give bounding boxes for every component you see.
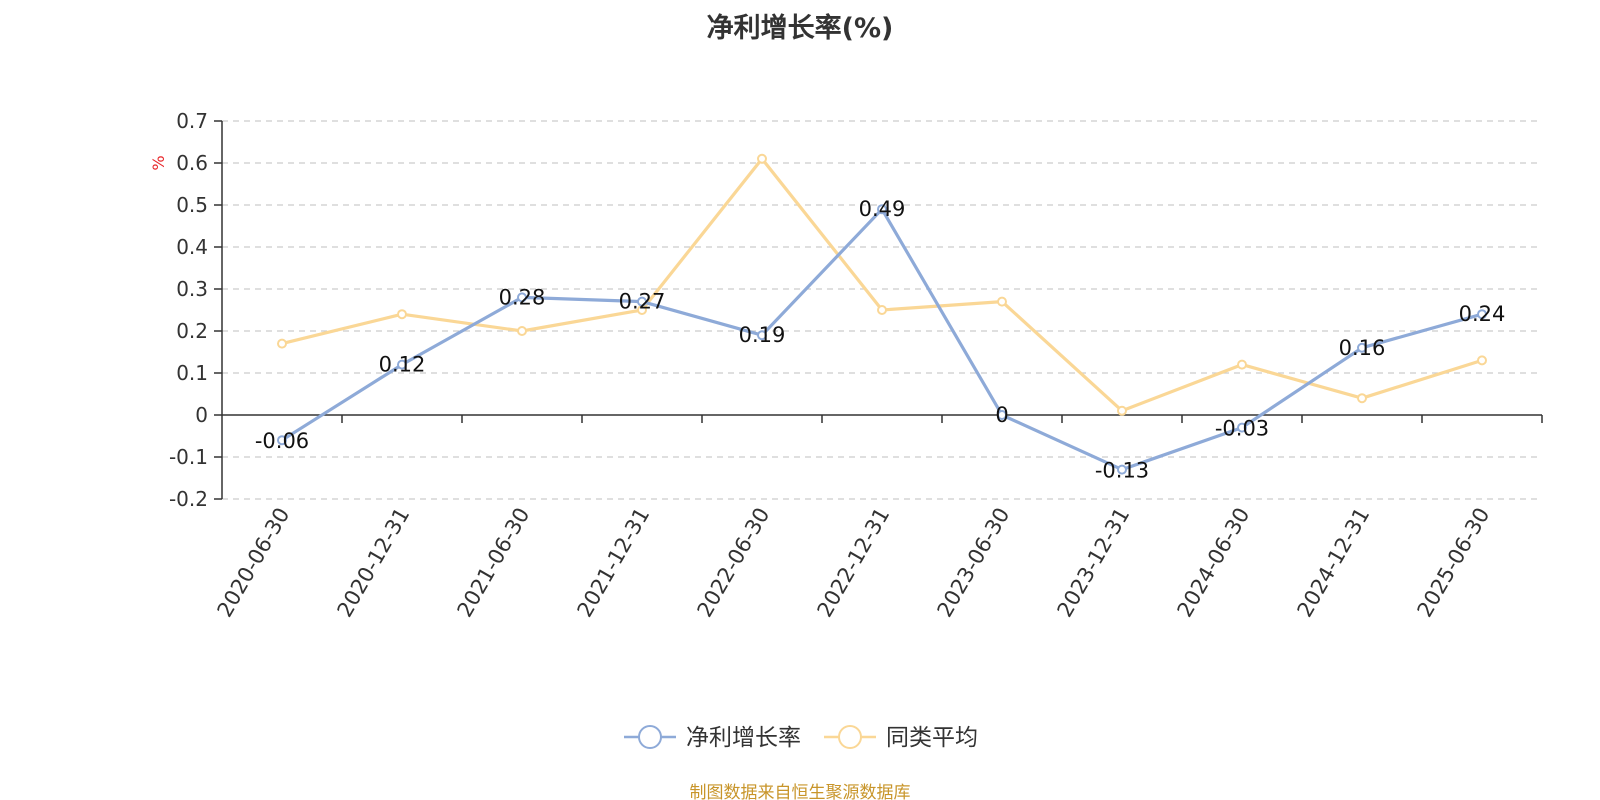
y-tick-label: 0.1 bbox=[176, 361, 208, 385]
data-label: 0.49 bbox=[859, 197, 906, 221]
x-tick-label: 2024-12-31 bbox=[1293, 504, 1375, 622]
data-point bbox=[757, 153, 767, 164]
x-tick-label: 2020-12-31 bbox=[333, 504, 415, 622]
data-point bbox=[1117, 464, 1127, 475]
y-tick-label: 0.3 bbox=[176, 277, 208, 301]
data-label: 0.27 bbox=[619, 290, 666, 314]
data-label: 0.19 bbox=[739, 323, 786, 347]
y-tick-label: 0.6 bbox=[176, 151, 208, 175]
data-point bbox=[1357, 393, 1367, 404]
source-note: 制图数据来自恒生聚源数据库 bbox=[689, 783, 911, 800]
y-tick-label: 0.7 bbox=[176, 109, 208, 133]
data-point bbox=[1237, 359, 1247, 370]
y-tick-label: -0.2 bbox=[169, 487, 208, 511]
data-point bbox=[1357, 342, 1367, 353]
data-label: -0.06 bbox=[255, 429, 309, 453]
legend-marker bbox=[638, 725, 662, 749]
y-tick-label: -0.1 bbox=[169, 445, 208, 469]
data-label: 0.16 bbox=[1339, 336, 1386, 360]
data-point bbox=[517, 292, 527, 303]
data-label: 0.28 bbox=[499, 285, 546, 309]
data-point bbox=[877, 204, 887, 215]
x-tick-label: 2021-06-30 bbox=[453, 504, 535, 622]
legend-marker bbox=[838, 725, 862, 749]
x-tick-label: 2022-06-30 bbox=[693, 504, 775, 622]
y-tick-label: 0.4 bbox=[176, 235, 208, 259]
data-label: 0.12 bbox=[379, 353, 426, 377]
legend-label: 净利增长率 bbox=[686, 725, 801, 751]
data-point bbox=[517, 326, 527, 336]
y-tick-label: 0 bbox=[195, 403, 208, 427]
x-tick-label: 2020-06-30 bbox=[213, 504, 295, 622]
x-tick-label: 2023-06-30 bbox=[933, 504, 1015, 622]
data-point bbox=[1477, 355, 1487, 366]
y-axis-unit: % bbox=[149, 155, 168, 170]
data-point bbox=[637, 296, 647, 307]
data-label: -0.03 bbox=[1215, 417, 1269, 441]
data-point bbox=[877, 305, 887, 315]
data-point bbox=[397, 309, 407, 320]
data-point bbox=[397, 359, 407, 370]
data-point bbox=[1477, 309, 1487, 320]
data-point bbox=[997, 410, 1007, 420]
data-point bbox=[1237, 422, 1247, 433]
data-point bbox=[277, 338, 287, 349]
x-tick-label: 2023-12-31 bbox=[1053, 504, 1135, 622]
data-point bbox=[1117, 405, 1127, 416]
data-label: 0 bbox=[995, 403, 1008, 427]
series-line-0 bbox=[281, 207, 1483, 472]
data-point bbox=[757, 330, 767, 341]
chart-title: 净利增长率(%) bbox=[706, 13, 894, 44]
y-tick-label: 0.2 bbox=[176, 319, 208, 343]
data-label: -0.13 bbox=[1095, 459, 1149, 483]
data-label: 0.24 bbox=[1459, 302, 1506, 326]
data-point bbox=[997, 296, 1007, 307]
x-tick-label: 2024-06-30 bbox=[1173, 504, 1255, 622]
y-tick-label: 0.5 bbox=[176, 193, 208, 217]
x-tick-label: 2021-12-31 bbox=[573, 504, 655, 622]
x-tick-label: 2022-12-31 bbox=[813, 504, 895, 622]
data-point bbox=[277, 435, 287, 446]
legend-label: 同类平均 bbox=[886, 725, 978, 751]
x-tick-label: 2025-06-30 bbox=[1413, 504, 1495, 622]
